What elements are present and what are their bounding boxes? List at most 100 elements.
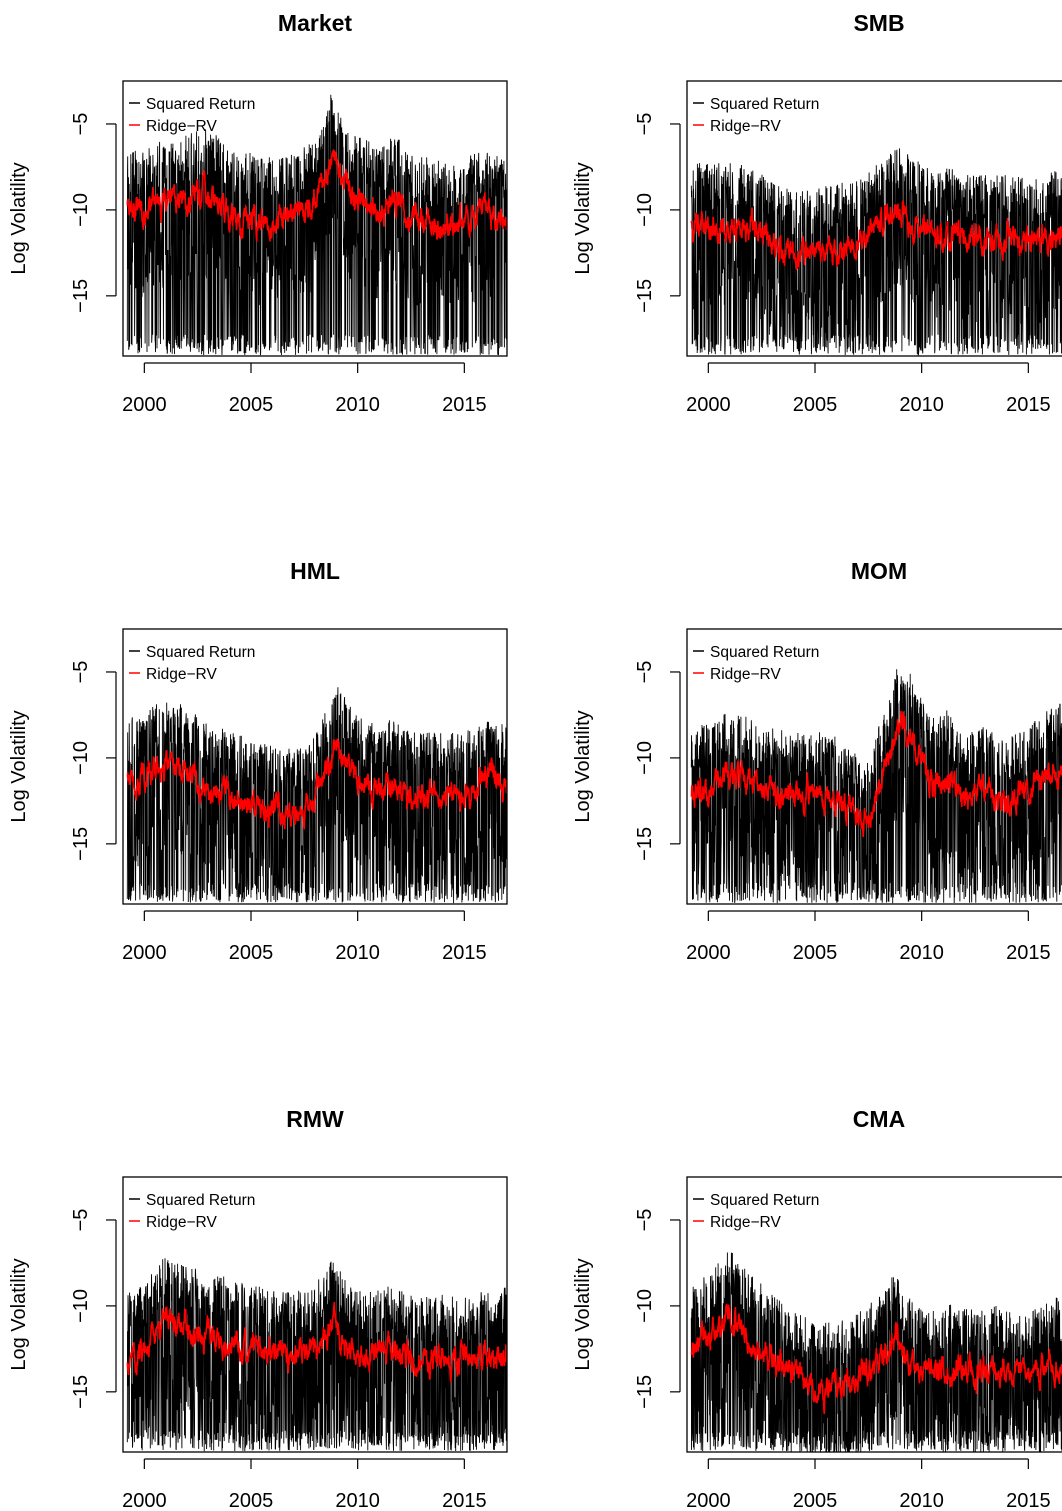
- legend-label-ridge-rv: Ridge−RV: [710, 1214, 781, 1231]
- plot-frame: [122, 628, 508, 905]
- y-tick-label: −10: [634, 741, 656, 775]
- x-axis: 2000 2005 2010 2015: [686, 910, 1051, 964]
- plot-lines: [690, 1252, 1062, 1452]
- x-tick-label: 2010: [335, 942, 380, 964]
- series-ridge-rv: [690, 1303, 1062, 1415]
- series-squared-return: [690, 148, 1062, 356]
- y-tick-label: −15: [70, 1375, 92, 1409]
- y-tick-label: −10: [70, 193, 92, 227]
- series-squared-return: [690, 1252, 1062, 1452]
- x-tick-label: 2010: [899, 394, 944, 416]
- x-tick-label: 2000: [686, 394, 731, 416]
- legend-label-ridge-rv: Ridge−RV: [146, 666, 217, 683]
- plot-lines: [690, 669, 1062, 904]
- x-tick-label: 2015: [442, 394, 487, 416]
- x-tick-label: 2005: [793, 1490, 838, 1511]
- plot-frame: [686, 80, 1062, 357]
- y-tick-label: −15: [70, 279, 92, 313]
- x-tick-label: 2000: [122, 942, 167, 964]
- x-axis: 2000 2005 2010 2015: [686, 1458, 1051, 1511]
- legend: Squared Return Ridge−RV: [129, 96, 255, 135]
- y-axis-label: Log Volatility: [572, 710, 594, 822]
- panel-title: MOM: [851, 558, 907, 584]
- legend: Squared Return Ridge−RV: [129, 644, 255, 683]
- panel-title: HML: [290, 558, 340, 584]
- y-tick-label: −5: [634, 113, 656, 136]
- y-axis: −15 −10 −5: [70, 1209, 117, 1409]
- x-tick-label: 2005: [793, 394, 838, 416]
- series-squared-return: [126, 1258, 507, 1452]
- plot-frame: [686, 628, 1062, 905]
- panel-title: RMW: [286, 1106, 344, 1132]
- x-tick-label: 2015: [442, 1490, 487, 1511]
- legend-label-ridge-rv: Ridge−RV: [710, 666, 781, 683]
- plot-frame: [686, 1176, 1062, 1453]
- y-axis: −15 −10 −5: [634, 1209, 681, 1409]
- legend: Squared Return Ridge−RV: [693, 96, 819, 135]
- y-tick-label: −5: [70, 661, 92, 684]
- series-squared-return: [126, 687, 507, 904]
- y-tick-label: −10: [70, 1289, 92, 1323]
- x-tick-label: 2005: [229, 942, 274, 964]
- y-tick-label: −15: [634, 827, 656, 861]
- y-tick-label: −5: [70, 113, 92, 136]
- panel-title: Market: [278, 10, 352, 36]
- legend: Squared Return Ridge−RV: [693, 644, 819, 683]
- series-ridge-rv: [690, 200, 1062, 272]
- y-axis-label: Log Volatility: [572, 162, 594, 274]
- x-tick-label: 2000: [686, 942, 731, 964]
- y-axis-label: Log Volatility: [572, 1258, 594, 1370]
- x-tick-label: 2010: [899, 1490, 944, 1511]
- series-squared-return: [126, 94, 507, 356]
- x-tick-label: 2010: [335, 1490, 380, 1511]
- y-tick-label: −15: [634, 1375, 656, 1409]
- x-axis: 2000 2005 2010 2015: [122, 910, 487, 964]
- x-tick-label: 2000: [686, 1490, 731, 1511]
- legend: Squared Return Ridge−RV: [129, 1192, 255, 1231]
- y-axis: −15 −10 −5: [634, 113, 681, 313]
- y-axis-label: Log Volatility: [8, 1258, 30, 1370]
- x-tick-label: 2010: [899, 942, 944, 964]
- x-tick-label: 2000: [122, 1490, 167, 1511]
- series-ridge-rv: [126, 1301, 507, 1383]
- legend-label-squared-return: Squared Return: [710, 96, 819, 113]
- x-tick-label: 2015: [442, 942, 487, 964]
- plot-frame: [122, 1176, 508, 1453]
- y-tick-label: −10: [634, 1289, 656, 1323]
- x-axis: 2000 2005 2010 2015: [122, 1458, 487, 1511]
- x-tick-label: 2000: [122, 394, 167, 416]
- x-tick-label: 2015: [1006, 1490, 1051, 1511]
- series-squared-return: [690, 669, 1062, 904]
- y-tick-label: −10: [70, 741, 92, 775]
- x-tick-label: 2005: [229, 394, 274, 416]
- x-tick-label: 2015: [1006, 394, 1051, 416]
- panel-title: CMA: [853, 1106, 905, 1132]
- plot-lines: [126, 687, 507, 904]
- x-tick-label: 2010: [335, 394, 380, 416]
- plot-lines: [126, 94, 507, 356]
- legend-label-ridge-rv: Ridge−RV: [146, 118, 217, 135]
- legend-label-ridge-rv: Ridge−RV: [146, 1214, 217, 1231]
- series-ridge-rv: [126, 149, 507, 242]
- series-ridge-rv: [690, 710, 1062, 838]
- legend: Squared Return Ridge−RV: [693, 1192, 819, 1231]
- legend-label-ridge-rv: Ridge−RV: [710, 118, 781, 135]
- x-axis: 2000 2005 2010 2015: [122, 362, 487, 416]
- y-axis-label: Log Volatility: [8, 162, 30, 274]
- plot-lines: [690, 148, 1062, 356]
- x-axis: 2000 2005 2010 2015: [686, 362, 1051, 416]
- legend-label-squared-return: Squared Return: [710, 1192, 819, 1209]
- panel-title: SMB: [853, 10, 904, 36]
- y-tick-label: −5: [634, 661, 656, 684]
- y-tick-label: −10: [634, 193, 656, 227]
- plot-lines: [126, 1258, 507, 1452]
- x-tick-label: 2015: [1006, 942, 1051, 964]
- y-tick-label: −5: [70, 1209, 92, 1232]
- y-axis: −15 −10 −5: [634, 661, 681, 861]
- y-axis: −15 −10 −5: [70, 113, 117, 313]
- x-tick-label: 2005: [793, 942, 838, 964]
